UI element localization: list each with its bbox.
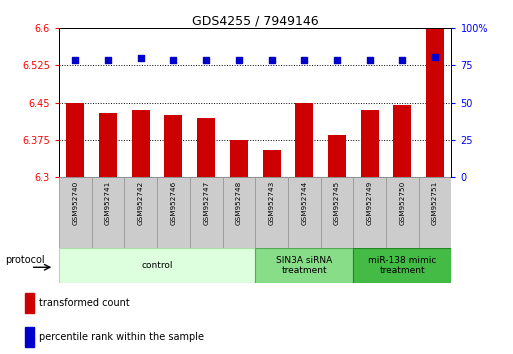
FancyBboxPatch shape (59, 248, 255, 283)
Text: GSM952745: GSM952745 (334, 181, 340, 225)
Point (202, 57, 210, 62)
Point (104, 57, 112, 62)
Bar (25, 293, 34, 313)
Point (300, 57, 308, 62)
Point (398, 57, 406, 62)
Text: transformed count: transformed count (39, 298, 130, 308)
Text: percentile rank within the sample: percentile rank within the sample (39, 332, 204, 342)
Bar (393, 105, 411, 177)
Point (366, 57, 374, 62)
Text: protocol: protocol (5, 255, 44, 265)
FancyBboxPatch shape (255, 177, 288, 248)
Bar (165, 115, 183, 177)
Text: GSM952743: GSM952743 (269, 181, 274, 225)
Title: GDS4255 / 7949146: GDS4255 / 7949146 (192, 14, 319, 27)
FancyBboxPatch shape (321, 177, 353, 248)
FancyBboxPatch shape (353, 248, 451, 283)
Text: GSM952746: GSM952746 (170, 181, 176, 225)
FancyBboxPatch shape (255, 248, 353, 283)
Text: SIN3A siRNA
treatment: SIN3A siRNA treatment (276, 256, 332, 275)
Bar (426, 28, 444, 177)
Text: GSM952742: GSM952742 (138, 181, 144, 225)
Text: GSM952747: GSM952747 (203, 181, 209, 225)
Text: GSM952740: GSM952740 (72, 181, 78, 225)
Point (71, 57, 80, 62)
Text: control: control (142, 261, 173, 270)
Point (333, 57, 341, 62)
Text: GSM952749: GSM952749 (367, 181, 372, 225)
Text: GSM952744: GSM952744 (301, 181, 307, 225)
Text: GSM952748: GSM952748 (236, 181, 242, 225)
Text: GSM952741: GSM952741 (105, 181, 111, 225)
FancyBboxPatch shape (353, 177, 386, 248)
Text: GSM952750: GSM952750 (400, 181, 405, 225)
FancyBboxPatch shape (223, 177, 255, 248)
FancyBboxPatch shape (190, 177, 223, 248)
Bar (132, 110, 150, 177)
FancyBboxPatch shape (124, 177, 157, 248)
FancyBboxPatch shape (419, 177, 451, 248)
FancyBboxPatch shape (288, 177, 321, 248)
Text: GSM952751: GSM952751 (432, 181, 438, 225)
FancyBboxPatch shape (157, 177, 190, 248)
Point (136, 55, 145, 61)
Point (431, 54, 439, 59)
Bar (66, 103, 84, 177)
Point (235, 57, 243, 62)
Bar (197, 118, 215, 177)
FancyBboxPatch shape (92, 177, 124, 248)
Text: miR-138 mimic
treatment: miR-138 mimic treatment (368, 256, 437, 275)
FancyBboxPatch shape (386, 177, 419, 248)
FancyBboxPatch shape (59, 177, 92, 248)
Bar (263, 150, 281, 177)
Bar (328, 135, 346, 177)
Bar (295, 103, 313, 177)
Bar (361, 110, 379, 177)
Point (169, 57, 177, 62)
Bar (230, 140, 248, 177)
Bar (99, 113, 117, 177)
Point (267, 57, 275, 62)
Bar (25, 327, 34, 347)
